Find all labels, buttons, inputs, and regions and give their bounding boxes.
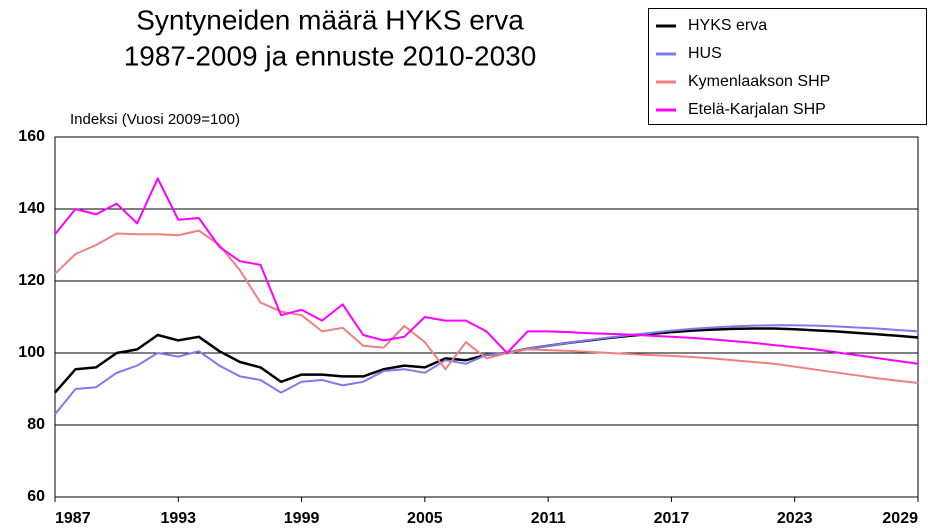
y-tick-label: 160 — [18, 128, 45, 145]
x-tick-label: 1999 — [284, 510, 320, 527]
legend-label: HUS — [688, 45, 722, 62]
plot-area — [55, 137, 918, 497]
y-tick-label: 140 — [18, 200, 45, 217]
chart-title: Syntyneiden määrä HYKS erva — [136, 4, 524, 35]
legend-label: Kymenlaakson SHP — [688, 73, 830, 90]
legend-label: HYKS erva — [688, 17, 767, 34]
x-tick-label: 1993 — [160, 510, 196, 527]
x-tick-label: 1987 — [55, 510, 91, 527]
legend-box — [648, 8, 927, 125]
y-tick-label: 60 — [27, 488, 45, 505]
plot-frame — [54, 136, 919, 498]
series-line — [54, 177, 919, 365]
chart-title: 1987-2009 ja ennuste 2010-2030 — [124, 40, 537, 71]
x-tick-label: 2023 — [777, 510, 813, 527]
x-tick-label: 2011 — [531, 510, 566, 527]
x-tick-label: 2005 — [407, 510, 443, 527]
series-line — [54, 229, 919, 384]
y-axis-label: Indeksi (Vuosi 2009=100) — [70, 111, 240, 128]
x-tick-label: 2017 — [654, 510, 690, 527]
y-tick-label: 100 — [18, 344, 45, 361]
series-line — [54, 324, 919, 415]
y-tick-label: 120 — [18, 272, 45, 289]
y-tick-label: 80 — [27, 416, 45, 433]
x-tick-label: 2029 — [882, 510, 918, 527]
legend-label: Etelä-Karjalan SHP — [688, 101, 826, 118]
